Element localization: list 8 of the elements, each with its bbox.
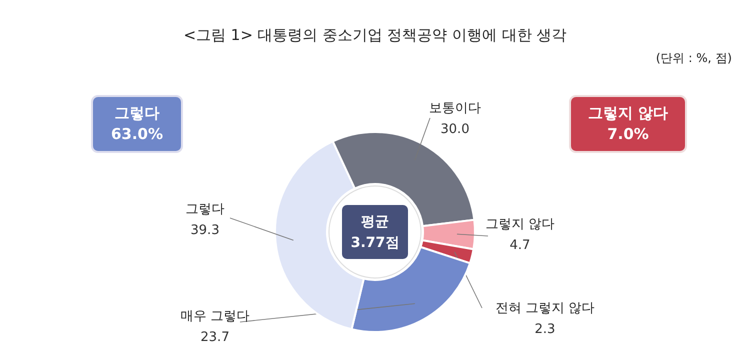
annotation: 63.0% <box>110 125 164 143</box>
title: <그림 1> 대통령의 중소기업 정책공약 이행에 대한 생각 <box>183 26 567 44</box>
annotation: 평균 <box>361 214 389 230</box>
annotation: 3.77점 <box>350 235 400 251</box>
annotation: 그렇지 않다 <box>588 104 668 122</box>
annotation: (단위 : %, 점) <box>656 51 732 65</box>
annotation: 7.0% <box>607 125 649 143</box>
annotation: 그렇다 <box>114 104 160 122</box>
